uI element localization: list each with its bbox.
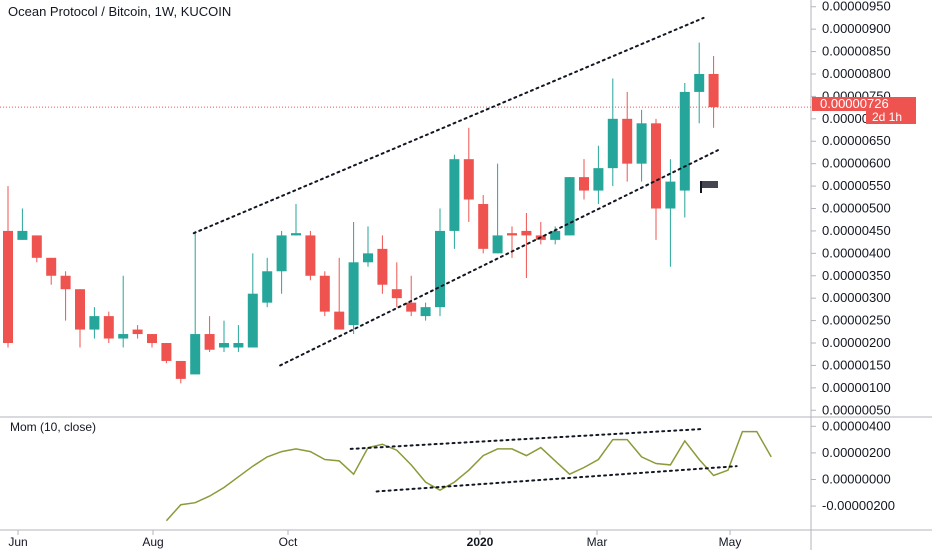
price-tick-label: 0.00000650 <box>822 133 891 148</box>
price-tick-label: 0.00000450 <box>822 223 891 238</box>
candle-body <box>507 233 517 236</box>
candle-body <box>175 360 186 379</box>
channel-trendline <box>279 149 719 367</box>
candle-body <box>3 230 13 344</box>
momentum-line <box>165 430 772 522</box>
candle-body <box>478 204 489 249</box>
price-tick-label: 0.00000150 <box>822 357 891 372</box>
candle-body <box>46 257 57 276</box>
time-tick-label: May <box>719 535 742 549</box>
candle-body <box>204 334 215 350</box>
candle-body <box>31 235 42 258</box>
time-axis[interactable]: Jun Aug Oct 2020 Mar May <box>8 530 741 549</box>
price-tick-label: 0.00000250 <box>822 313 891 328</box>
candle-body <box>190 334 201 375</box>
candle-body <box>679 91 690 191</box>
momentum-tick-label: 0.00000200 <box>822 445 891 460</box>
candle-body <box>75 289 85 330</box>
price-tick-label: 0.00000600 <box>822 156 891 171</box>
channel-trendline <box>192 16 705 235</box>
momentum-tick-label: 0.00000400 <box>822 418 891 433</box>
price-tick-label: 0.00000350 <box>822 268 891 283</box>
candle-body <box>607 118 618 169</box>
candle-body <box>449 159 460 231</box>
candle-body <box>233 343 244 348</box>
candle-body <box>60 275 71 290</box>
candle-body <box>319 275 330 312</box>
price-tick-label: 0.00000200 <box>822 335 891 350</box>
candle-body <box>219 343 229 348</box>
price-axis[interactable]: 0.00000950 0.00000900 0.00000850 0.00000800… <box>811 0 891 417</box>
price-tick-label: 0.00000400 <box>822 245 891 260</box>
price-tick-label: 0.00000850 <box>822 44 891 59</box>
candle-body <box>89 316 100 330</box>
candle-body <box>435 230 445 308</box>
candle-body <box>262 271 273 303</box>
candle-body <box>636 123 647 164</box>
candle-body <box>291 233 301 236</box>
price-tick-label: 0.00000050 <box>822 402 891 417</box>
candle-body <box>521 230 532 236</box>
candle-body <box>305 235 316 276</box>
candle-body <box>406 302 417 312</box>
candle-body <box>103 316 114 339</box>
candle-body <box>147 334 157 344</box>
price-tick-label: 0.00000800 <box>822 66 891 81</box>
momentum-tick-label: 0.00000000 <box>822 471 891 486</box>
current-price-label: 0.00000726 <box>820 96 889 111</box>
time-tick-label: Jun <box>8 535 27 549</box>
time-tick-label: Oct <box>279 535 298 549</box>
candle-body <box>276 235 287 272</box>
price-tick-label: 0.00000500 <box>822 201 891 216</box>
candle-body <box>118 334 129 339</box>
countdown-label: 2d 1h <box>872 110 902 124</box>
candle-body <box>708 73 719 108</box>
candle-body <box>593 168 604 191</box>
candle-body <box>665 181 676 209</box>
momentum-trendline <box>375 465 738 493</box>
price-tick-label: 0.00000550 <box>822 178 891 193</box>
candle-body <box>694 73 705 92</box>
current-price-label-bg <box>812 97 916 111</box>
time-tick-label: Mar <box>587 535 608 549</box>
flag-icon[interactable] <box>700 181 718 193</box>
chart-title: Ocean Protocol / Bitcoin, 1W, KUCOIN <box>8 4 232 19</box>
candle-body <box>579 177 589 191</box>
candle-body <box>622 118 633 164</box>
price-tick-label: 0.00000100 <box>822 380 891 395</box>
candle-body <box>564 177 575 236</box>
candle-body <box>550 230 561 240</box>
price-tick-label: 0.00000300 <box>822 290 891 305</box>
time-tick-label: 2020 <box>467 535 494 549</box>
momentum-trendline <box>349 427 705 450</box>
candle-body <box>651 123 661 209</box>
momentum-title: Mom (10, close) <box>10 420 97 434</box>
candle-body <box>363 253 373 263</box>
candle-body <box>420 307 431 317</box>
price-tick-label: 0.00000950 <box>822 0 891 14</box>
candle-body <box>348 262 359 326</box>
candle-body <box>334 311 345 330</box>
momentum-pane[interactable] <box>0 427 932 531</box>
momentum-tick-label: -0.00000200 <box>822 498 895 513</box>
candle-body <box>161 343 172 361</box>
countdown-label-bg <box>866 110 916 124</box>
candle-body <box>17 230 28 240</box>
candle-body <box>391 289 402 299</box>
price-overlay: 0.00000726 2d 1h <box>700 96 916 193</box>
candle-body <box>463 159 474 200</box>
momentum-axis[interactable]: 0.00000400 0.00000200 0.00000000 -0.0000020… <box>811 418 895 513</box>
candle-body <box>132 329 143 335</box>
candle-body <box>377 248 388 285</box>
candle-body <box>247 293 258 348</box>
price-tick-label: 0.00000900 <box>822 21 891 36</box>
time-tick-label: Aug <box>142 535 163 549</box>
candle-body <box>492 235 503 254</box>
